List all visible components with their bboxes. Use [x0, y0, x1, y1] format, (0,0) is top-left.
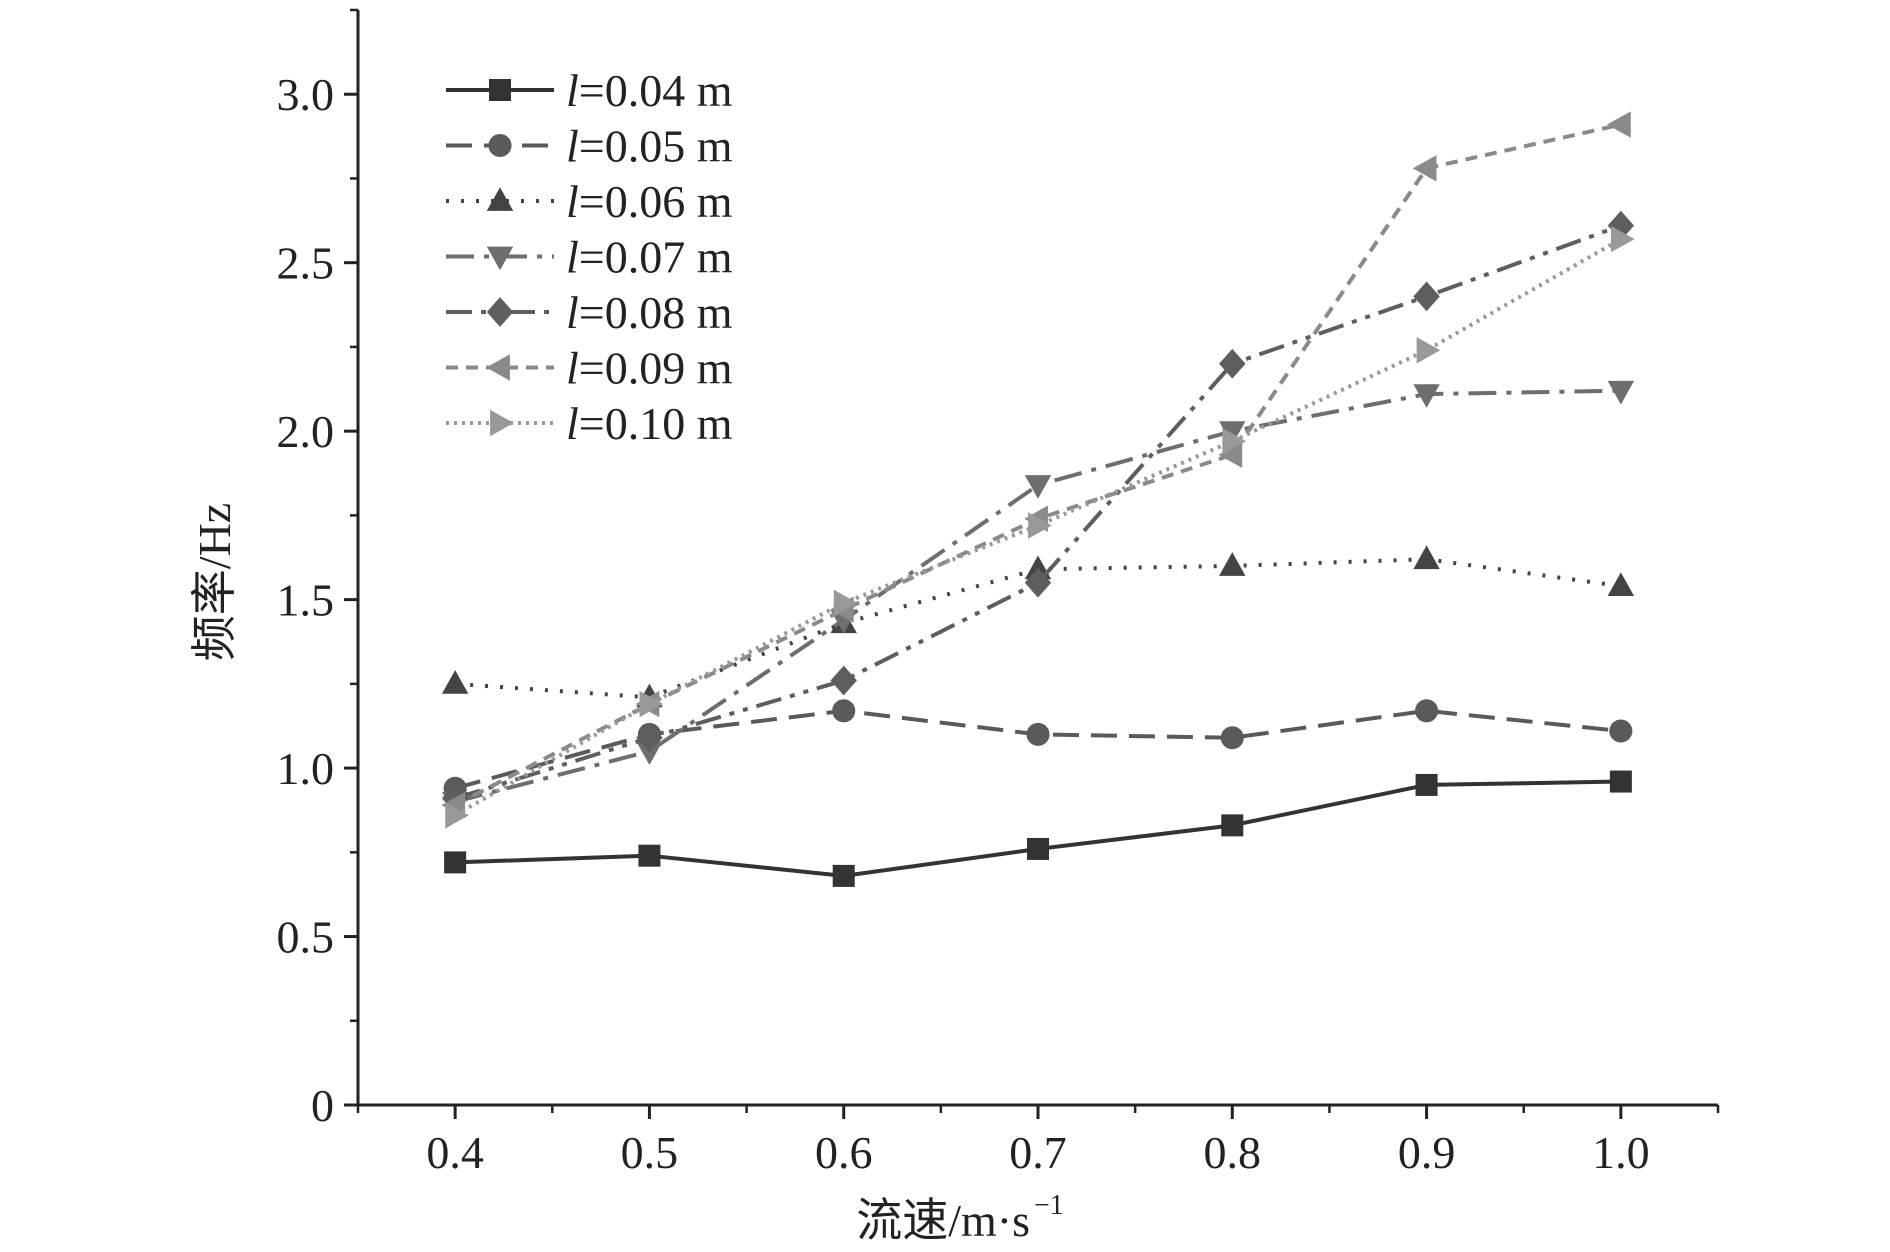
- y-tick-label: 0: [311, 1080, 334, 1131]
- data-point: [1416, 337, 1441, 364]
- data-point: [1028, 512, 1052, 539]
- data-point: [636, 741, 663, 765]
- y-tick-label: 0.5: [277, 912, 335, 963]
- legend-label-italic: l: [566, 121, 579, 172]
- data-point: [444, 851, 467, 874]
- legend-label: l=0.04 m: [566, 65, 733, 116]
- legend-label-italic: l: [566, 343, 579, 394]
- legend-label-rest: =0.06 m: [579, 176, 733, 227]
- legend-marker: [488, 133, 512, 158]
- data-point: [1607, 111, 1631, 138]
- data-point: [1413, 384, 1440, 408]
- x-tick-label: 0.8: [1204, 1127, 1262, 1178]
- x-tick-label: 0.6: [815, 1127, 873, 1178]
- legend-marker: [486, 354, 510, 381]
- data-point: [1219, 348, 1246, 379]
- y-axis-label: 频率/Hz: [189, 503, 240, 661]
- legend-marker: [486, 297, 514, 327]
- legend-label: l=0.08 m: [566, 287, 733, 338]
- data-point: [1607, 572, 1635, 597]
- data-point: [1024, 567, 1052, 598]
- data-point: [1024, 475, 1052, 499]
- y-tick-label: 1.5: [277, 575, 335, 626]
- legend-marker: [486, 187, 514, 211]
- legend-label: l=0.06 m: [566, 176, 733, 227]
- series-7: [445, 225, 1635, 829]
- legend-label-italic: l: [566, 232, 579, 283]
- data-point: [833, 589, 858, 617]
- data-point: [1607, 210, 1635, 241]
- x-tick-label: 0.9: [1398, 1127, 1456, 1178]
- data-point: [832, 699, 856, 723]
- data-point: [1219, 421, 1246, 445]
- series-1: [444, 770, 1632, 887]
- legend-marker: [486, 246, 514, 271]
- data-point: [832, 864, 855, 887]
- legend-label-italic: l: [566, 398, 579, 449]
- legend-marker: [489, 79, 511, 101]
- data-point: [1609, 770, 1632, 793]
- series-line: [455, 779, 1621, 878]
- legend-entry: l=0.04 m: [446, 65, 733, 116]
- legend: l=0.04 ml=0.05 ml=0.06 ml=0.07 ml=0.08 m…: [446, 65, 733, 449]
- data-point: [1609, 719, 1633, 743]
- data-point: [1026, 722, 1050, 746]
- series-line: [454, 708, 1622, 791]
- data-point: [1415, 773, 1438, 796]
- legend-label: l=0.05 m: [566, 121, 733, 172]
- data-point: [441, 670, 469, 694]
- legend-label-rest: =0.08 m: [579, 287, 733, 338]
- legend-label-rest: =0.05 m: [579, 121, 733, 172]
- data-point: [1219, 552, 1246, 576]
- legend-label-rest: =0.04 m: [579, 65, 733, 116]
- legend-label-rest: =0.07 m: [579, 232, 733, 283]
- data-point: [636, 722, 663, 753]
- legend-label-italic: l: [566, 287, 579, 338]
- x-axis-label: 流速/m·s: [856, 1195, 1030, 1246]
- x-tick-label: 1.0: [1592, 1127, 1650, 1178]
- x-tick-label: 0.5: [621, 1127, 679, 1178]
- data-point: [1607, 380, 1635, 405]
- data-point: [1221, 814, 1244, 837]
- x-tick-label: 0.4: [426, 1127, 484, 1178]
- legend-entry: l=0.07 m: [446, 232, 733, 283]
- x-axis-label-superscript: −1: [1034, 1190, 1064, 1221]
- data-point: [445, 802, 469, 829]
- legend-label-italic: l: [566, 176, 579, 227]
- legend-entry: l=0.06 m: [446, 176, 733, 227]
- y-tick-label: 1.0: [277, 743, 335, 794]
- data-point: [1220, 726, 1244, 750]
- legend-label: l=0.09 m: [566, 343, 733, 394]
- x-tick-label: 0.7: [1009, 1127, 1067, 1178]
- data-point: [1413, 545, 1440, 570]
- legend-entry: l=0.09 m: [446, 343, 733, 394]
- data-point: [1610, 225, 1635, 253]
- axes: 0 0.5 1.0 1.5 2.0 2.5 3.0 0.4 0.5 0.6 0.7 0.8 0.9 1.0: [277, 8, 1720, 1178]
- data-point: [1222, 428, 1247, 455]
- data-point: [1413, 281, 1440, 312]
- data-point: [1218, 441, 1243, 468]
- series-group: [441, 111, 1635, 887]
- data-point: [830, 665, 857, 696]
- legend-entry: l=0.08 m: [446, 287, 733, 338]
- y-tick-label: 3.0: [277, 69, 335, 120]
- legend-label-rest: =0.09 m: [579, 343, 733, 394]
- data-point: [1027, 837, 1049, 860]
- legend-label: l=0.10 m: [566, 398, 733, 449]
- data-point: [1415, 699, 1439, 723]
- legend-label-rest: =0.10 m: [579, 398, 733, 449]
- legend-entry: l=0.05 m: [446, 121, 733, 172]
- y-tick-label: 2.0: [277, 406, 335, 457]
- x-axis-label-text: 流速/m·s: [856, 1195, 1030, 1246]
- legend-label: l=0.07 m: [566, 232, 733, 283]
- y-tick-label: 2.5: [277, 238, 335, 289]
- legend-entry: l=0.10 m: [446, 398, 733, 449]
- data-point: [638, 844, 661, 867]
- legend-label-italic: l: [566, 65, 579, 116]
- data-point: [639, 690, 664, 718]
- data-point: [1412, 155, 1437, 182]
- legend-marker: [490, 409, 514, 437]
